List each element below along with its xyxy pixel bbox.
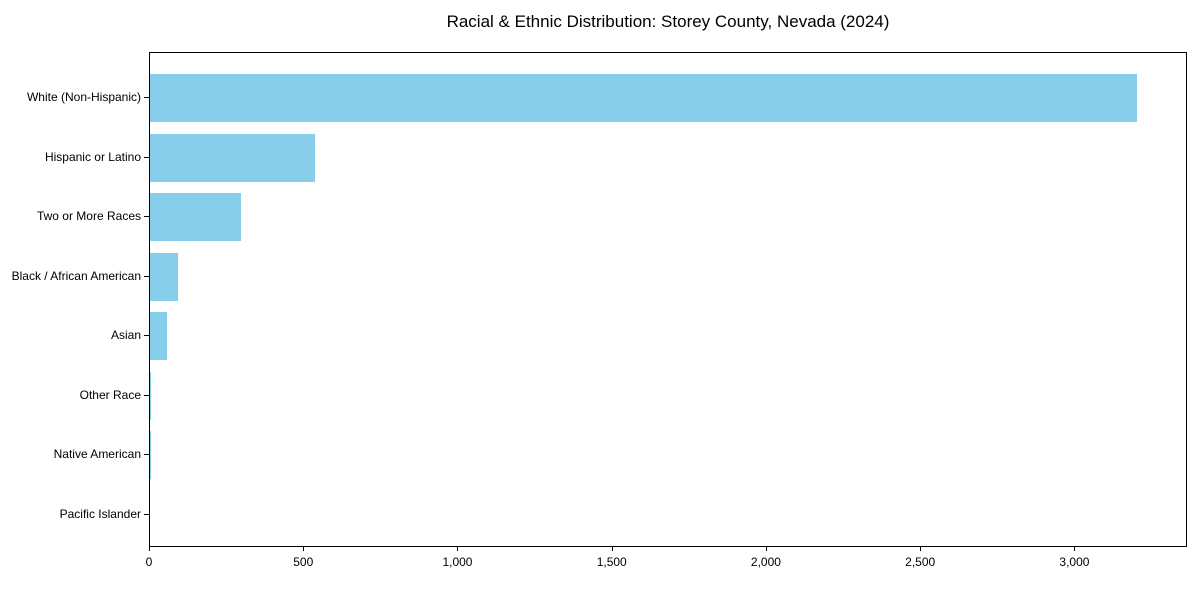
y-tick-mark [144,275,149,277]
y-tick-label: Native American [53,447,141,462]
y-tick-mark [144,394,149,396]
x-tick-mark [920,547,922,551]
y-tick-label: Asian [110,328,141,343]
x-tick-label: 0 [145,555,153,569]
y-tick-mark [144,156,149,158]
y-tick-mark [144,454,149,456]
chart-title: Racial & Ethnic Distribution: Storey Cou… [446,12,890,31]
x-tick-mark [149,547,150,551]
x-tick-label: 2,500 [905,555,936,569]
x-tick-mark [457,547,459,551]
x-tick-label: 3,000 [1059,555,1090,569]
y-tick-mark [144,514,149,515]
y-tick-label: Hispanic or Latino [44,149,141,164]
bar-two-or-more-races [150,193,241,242]
y-tick-mark [144,97,149,98]
x-tick-mark [303,547,305,551]
bar-black-african-american [150,252,178,301]
x-tick-mark [1074,547,1076,551]
plot-area [149,52,1187,547]
x-tick-label: 2,000 [750,555,781,569]
y-tick-label: Black / African American [11,268,141,283]
y-tick-mark [144,216,149,218]
y-tick-label: Two or More Races [36,209,141,224]
x-tick-mark [765,547,767,551]
x-tick-label: 1,500 [596,555,627,569]
x-tick-label: 1,000 [442,555,473,569]
y-tick-label: Pacific Islander [59,507,141,521]
bar-white-non-hispanic [150,74,1138,122]
y-tick-mark [144,335,149,337]
x-tick-mark [611,547,613,551]
y-tick-label: Other Race [79,387,141,402]
y-tick-label: White (Non-Hispanic) [26,90,141,104]
x-tick-label: 500 [293,555,314,569]
bar-native-american [150,431,151,480]
bar-other-race [150,371,152,420]
bar-hispanic-or-latino [150,133,316,182]
bar-asian [150,312,167,361]
